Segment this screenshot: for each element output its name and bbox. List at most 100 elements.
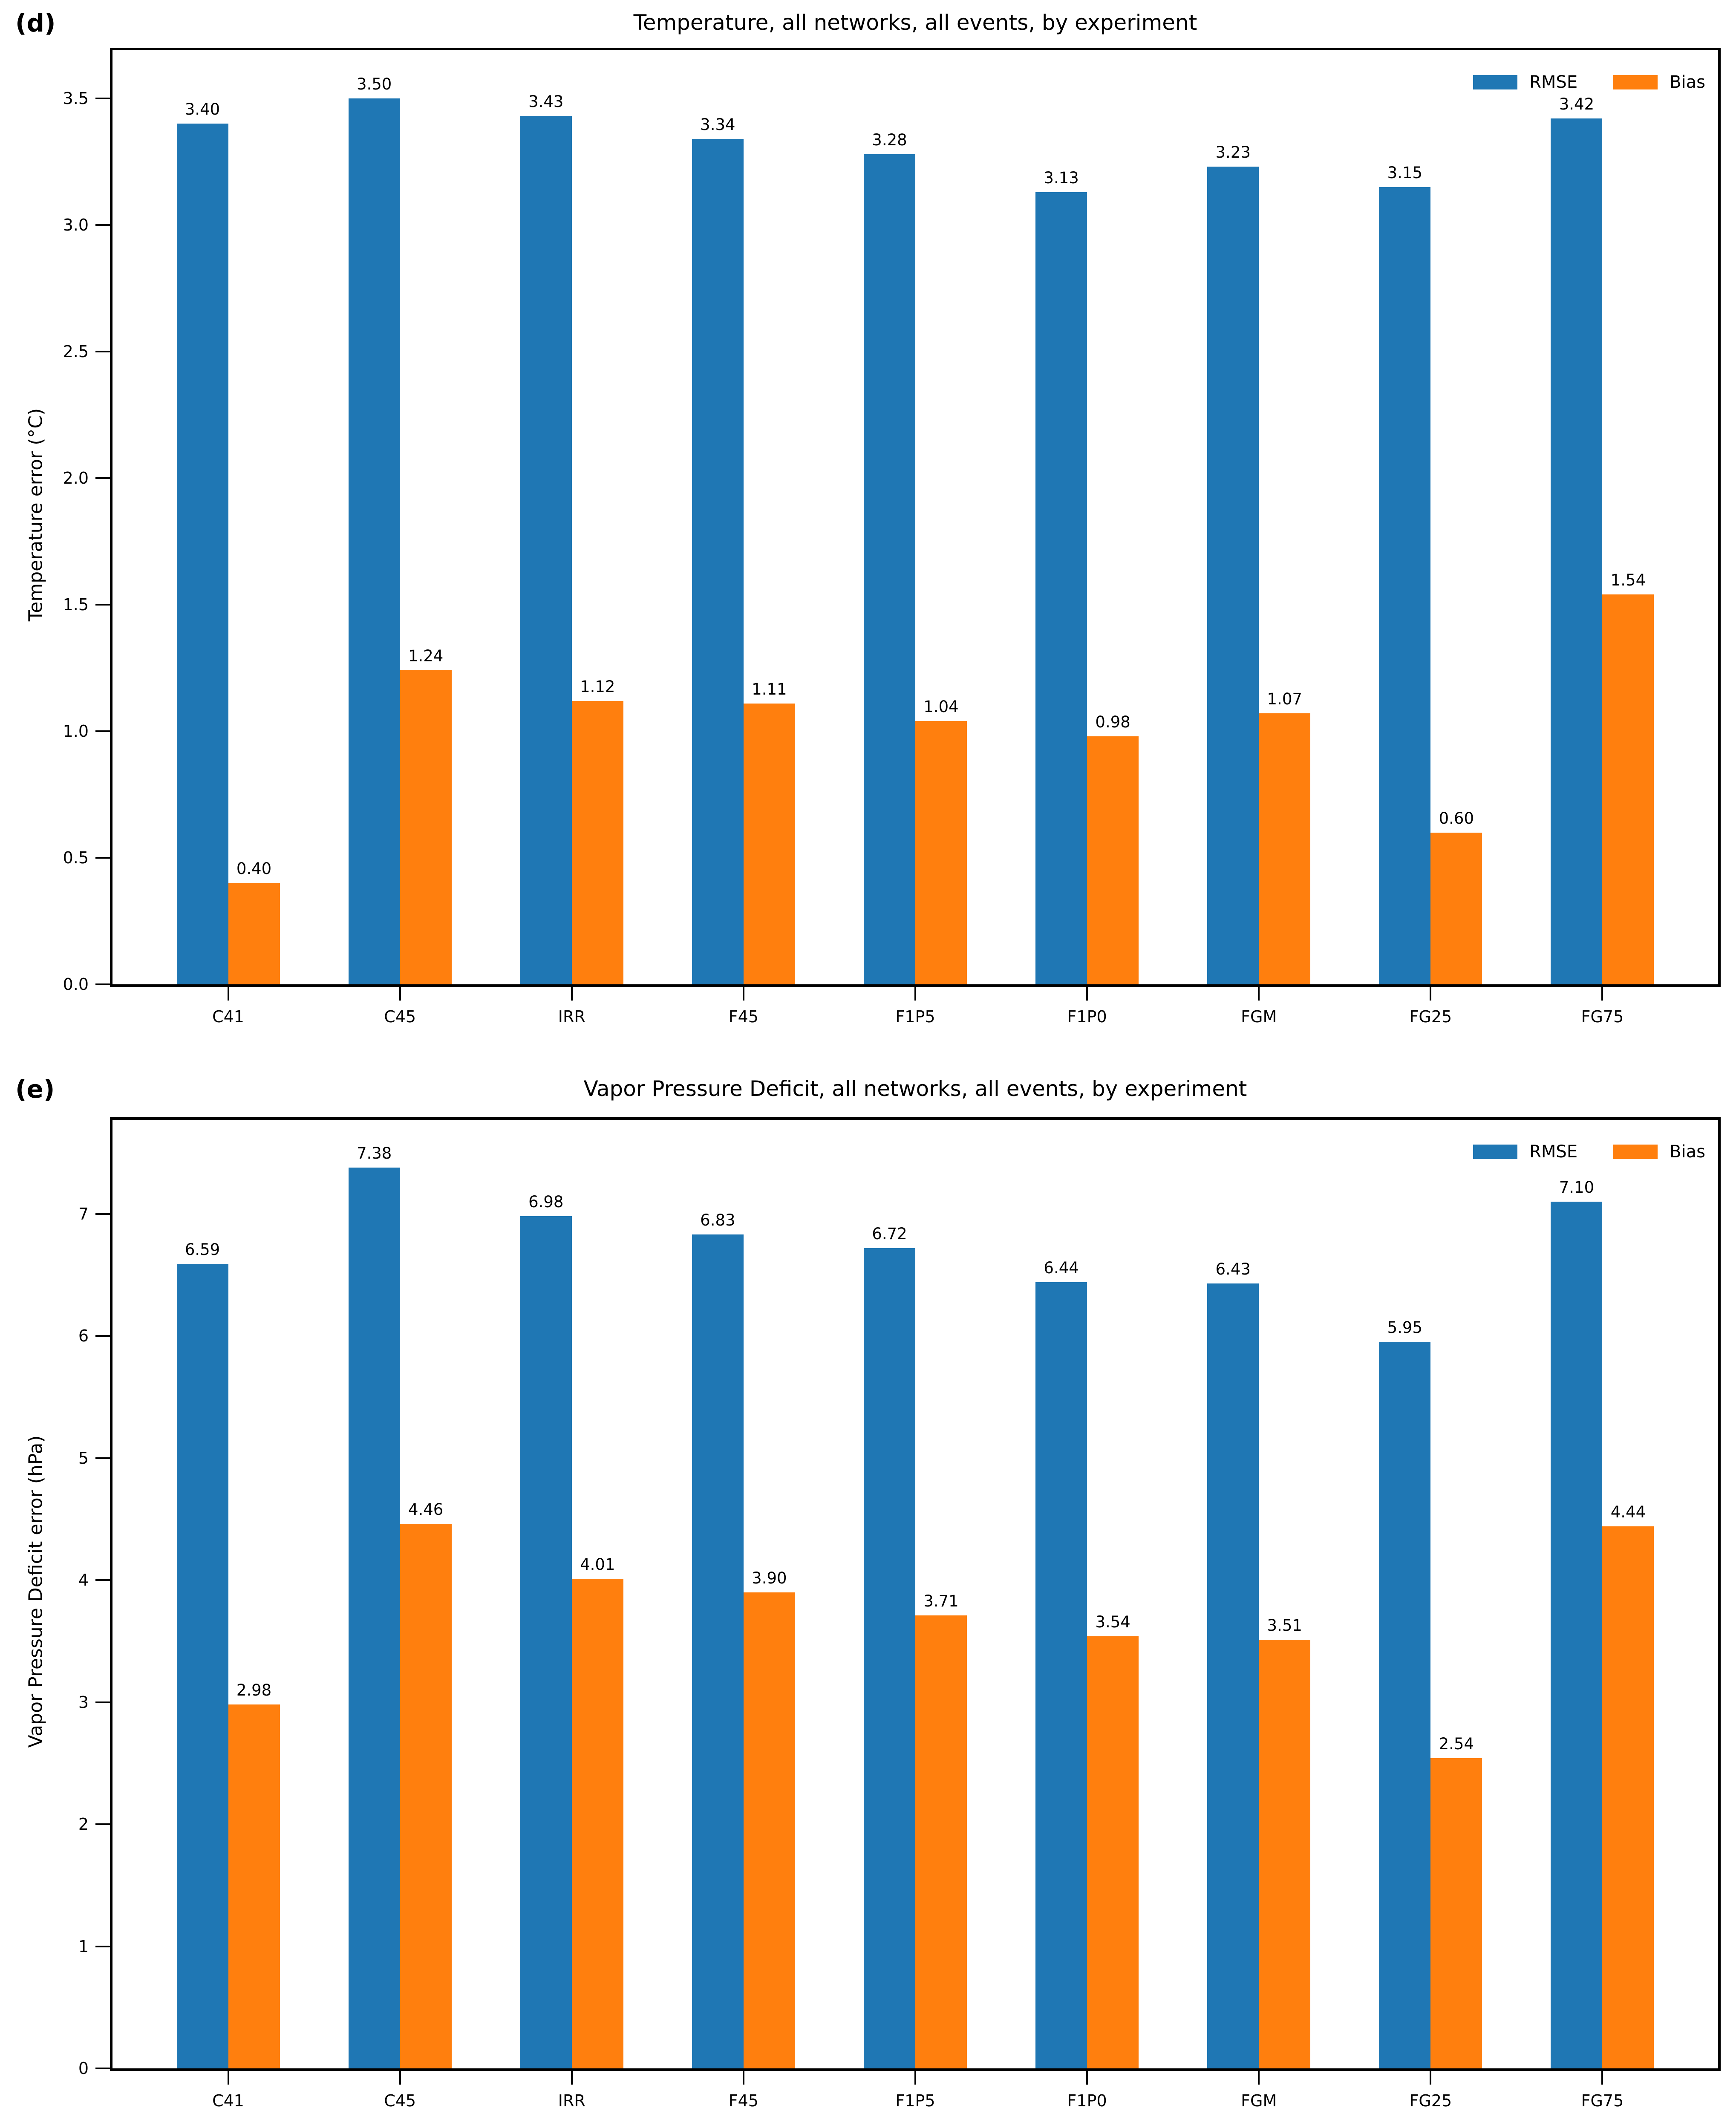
legend-item-bias: Bias (1613, 1142, 1705, 1162)
x-tick-mark (1086, 987, 1088, 1001)
rmse-value-label-FG75: 7.10 (1559, 1178, 1595, 1197)
bias-value-label-FGM: 3.51 (1267, 1616, 1302, 1635)
x-tick-mark (227, 2071, 229, 2085)
rmse-bar-C45 (348, 1168, 400, 2068)
x-tick-label: FG75 (1581, 2091, 1624, 2110)
bias-value-label-C45: 1.24 (408, 647, 444, 665)
rmse-value-label-F1P0: 3.13 (1044, 169, 1079, 187)
rmse-value-label-C45: 3.50 (356, 75, 392, 93)
rmse-bar-C45 (348, 98, 400, 984)
bias-value-label-FG75: 1.54 (1610, 571, 1646, 589)
x-tick-label: FG25 (1409, 2091, 1452, 2110)
y-tick-label: 2 (78, 1815, 89, 1834)
bias-bar-F1P5 (915, 721, 967, 984)
rmse-value-label-FG25: 3.15 (1387, 164, 1423, 182)
bias-legend-swatch (1613, 75, 1658, 89)
x-tick-label: F45 (728, 1007, 758, 1026)
x-tick-mark (1430, 987, 1432, 1001)
bias-bar-F45 (743, 704, 795, 984)
x-tick-mark (1430, 2071, 1432, 2085)
rmse-value-label-F1P5: 3.28 (872, 131, 907, 149)
x-tick-mark (1258, 2071, 1260, 2085)
bias-legend-label: Bias (1670, 1142, 1705, 1162)
bias-legend-label: Bias (1670, 72, 1705, 92)
x-tick-mark (1086, 2071, 1088, 2085)
x-tick-label: FGM (1241, 2091, 1277, 2110)
bias-bar-FGM (1259, 1640, 1311, 2068)
y-tick-label: 3.5 (63, 89, 89, 108)
bias-legend-swatch (1613, 1145, 1658, 1159)
x-tick-label: F1P5 (895, 2091, 935, 2110)
rmse-legend-swatch (1473, 75, 1518, 89)
rmse-value-label-F45: 6.83 (700, 1211, 735, 1229)
bias-value-label-F45: 1.11 (752, 680, 787, 698)
y-tick-mark (95, 857, 110, 859)
x-tick-mark (571, 2071, 573, 2085)
y-tick-mark (95, 477, 110, 479)
bias-bar-FG25 (1430, 1758, 1482, 2068)
bias-value-label-FG25: 0.60 (1439, 809, 1474, 828)
y-tick-label: 1 (78, 1937, 89, 1956)
legend-item-bias: Bias (1613, 72, 1705, 92)
y-tick-mark (95, 1701, 110, 1703)
y-tick-label: 0 (78, 2059, 89, 2078)
rmse-value-label-F45: 3.34 (700, 115, 735, 134)
y-tick-label: 0.5 (63, 848, 89, 867)
bias-bar-C45 (400, 1524, 452, 2068)
bias-bar-C41 (228, 883, 280, 984)
x-tick-mark (742, 2071, 744, 2085)
x-tick-mark (1601, 2071, 1603, 2085)
rmse-bar-FGM (1207, 167, 1259, 984)
rmse-bar-C41 (176, 124, 228, 984)
y-tick-mark (95, 1457, 110, 1459)
x-tick-mark (1601, 987, 1603, 1001)
x-tick-mark (227, 987, 229, 1001)
rmse-bar-IRR (520, 116, 572, 984)
rmse-legend-label: RMSE (1529, 72, 1578, 92)
x-tick-label: IRR (558, 1007, 585, 1026)
y-tick-mark (95, 983, 110, 985)
rmse-bar-C41 (176, 1264, 228, 2068)
x-tick-mark (914, 987, 916, 1001)
x-tick-label: F45 (728, 2091, 758, 2110)
rmse-bar-FG25 (1379, 1342, 1431, 2068)
y-tick-label: 2.0 (63, 468, 89, 487)
bias-bar-FG75 (1602, 594, 1654, 984)
rmse-value-label-FGM: 6.43 (1215, 1260, 1251, 1278)
y-tick-label: 1.0 (63, 721, 89, 741)
legend-item-rmse: RMSE (1473, 1142, 1577, 1162)
y-tick-mark (95, 97, 110, 99)
x-tick-mark (399, 2071, 401, 2085)
rmse-bar-F45 (692, 1234, 744, 2068)
legend: RMSE Bias (1473, 1142, 1705, 1162)
rmse-bar-F1P0 (1035, 192, 1087, 984)
bias-bar-F1P0 (1087, 736, 1139, 984)
bias-value-label-FG25: 2.54 (1439, 1735, 1474, 1753)
bias-bar-IRR (571, 1579, 623, 2068)
y-tick-label: 3 (78, 1693, 89, 1712)
x-tick-label: C41 (212, 2091, 244, 2110)
chart-title-vpd: Vapor Pressure Deficit, all networks, al… (583, 1076, 1247, 1101)
rmse-value-label-F1P0: 6.44 (1044, 1259, 1079, 1277)
bias-bar-FGM (1259, 713, 1311, 984)
rmse-legend-label: RMSE (1529, 1142, 1578, 1162)
x-tick-label: F1P0 (1067, 1007, 1107, 1026)
x-tick-label: C45 (384, 1007, 416, 1026)
y-tick-mark (95, 1213, 110, 1215)
rmse-value-label-F1P5: 6.72 (872, 1225, 907, 1243)
rmse-legend-swatch (1473, 1145, 1518, 1159)
x-tick-label: F1P0 (1067, 2091, 1107, 2110)
y-tick-label: 3.0 (63, 215, 89, 234)
bias-value-label-C41: 0.40 (236, 859, 272, 878)
y-tick-mark (95, 730, 110, 732)
x-tick-label: FGM (1241, 1007, 1277, 1026)
panel-label-d: (d) (15, 9, 56, 37)
rmse-bar-FG25 (1379, 187, 1431, 984)
bias-value-label-F1P5: 3.71 (923, 1592, 959, 1610)
rmse-bar-F45 (692, 139, 744, 984)
bias-value-label-IRR: 1.12 (580, 678, 615, 696)
bias-bar-FG25 (1430, 833, 1482, 984)
y-tick-mark (95, 2068, 110, 2069)
rmse-value-label-FGM: 3.23 (1215, 143, 1251, 161)
